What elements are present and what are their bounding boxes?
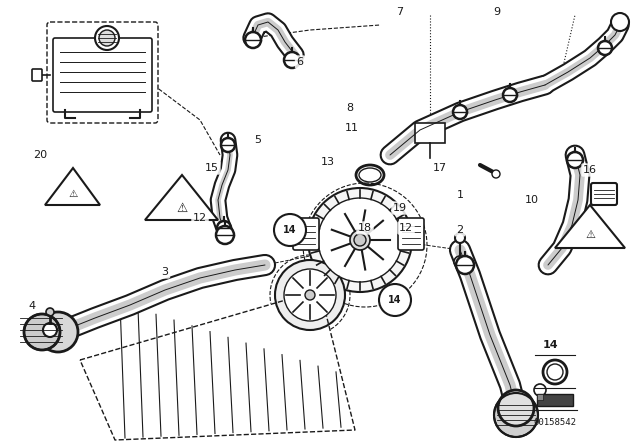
- Circle shape: [453, 105, 467, 119]
- Text: 19: 19: [393, 203, 407, 213]
- Circle shape: [567, 152, 583, 168]
- Circle shape: [245, 32, 261, 48]
- Text: 3: 3: [161, 267, 168, 277]
- Text: 12: 12: [193, 213, 207, 223]
- FancyBboxPatch shape: [591, 183, 617, 205]
- Text: 13: 13: [321, 157, 335, 167]
- FancyBboxPatch shape: [53, 38, 152, 112]
- Circle shape: [456, 256, 474, 274]
- Text: 5: 5: [255, 135, 262, 145]
- Text: 14: 14: [542, 340, 558, 350]
- Circle shape: [24, 314, 60, 350]
- Text: 6: 6: [296, 57, 303, 67]
- Polygon shape: [537, 394, 543, 400]
- Text: 14: 14: [388, 295, 402, 305]
- Circle shape: [611, 13, 629, 31]
- Circle shape: [354, 234, 366, 246]
- FancyBboxPatch shape: [293, 218, 319, 250]
- FancyBboxPatch shape: [32, 69, 42, 81]
- Polygon shape: [555, 205, 625, 248]
- Polygon shape: [537, 394, 573, 406]
- Circle shape: [275, 260, 345, 330]
- Circle shape: [498, 390, 534, 426]
- Circle shape: [221, 138, 235, 152]
- Circle shape: [534, 384, 546, 396]
- Text: ⚠: ⚠: [68, 189, 77, 199]
- Text: 00158542: 00158542: [534, 418, 577, 427]
- Circle shape: [492, 170, 500, 178]
- Text: 16: 16: [583, 165, 597, 175]
- Text: 10: 10: [525, 195, 539, 205]
- Text: 8: 8: [346, 103, 353, 113]
- Polygon shape: [45, 168, 100, 205]
- Text: 12: 12: [399, 223, 413, 233]
- Text: ⚠: ⚠: [177, 202, 188, 215]
- Circle shape: [274, 214, 306, 246]
- Text: 1: 1: [456, 190, 463, 200]
- Text: 9: 9: [493, 7, 500, 17]
- Polygon shape: [145, 175, 218, 220]
- Circle shape: [455, 233, 465, 243]
- Circle shape: [350, 230, 370, 250]
- Circle shape: [494, 393, 538, 437]
- Text: 7: 7: [396, 7, 404, 17]
- Circle shape: [38, 312, 78, 352]
- Circle shape: [95, 26, 119, 50]
- Circle shape: [379, 284, 411, 316]
- Circle shape: [305, 290, 315, 300]
- FancyBboxPatch shape: [47, 22, 158, 123]
- Text: 2: 2: [456, 225, 463, 235]
- Polygon shape: [415, 123, 445, 143]
- Circle shape: [284, 269, 336, 321]
- Circle shape: [598, 41, 612, 55]
- Circle shape: [503, 88, 517, 102]
- Text: 14: 14: [284, 225, 297, 235]
- Circle shape: [308, 188, 412, 292]
- Circle shape: [43, 323, 57, 337]
- Text: 4: 4: [28, 301, 36, 311]
- Circle shape: [46, 308, 54, 316]
- Circle shape: [454, 256, 466, 268]
- FancyBboxPatch shape: [398, 218, 424, 250]
- Text: 18: 18: [358, 223, 372, 233]
- Text: 15: 15: [205, 163, 219, 173]
- Circle shape: [99, 30, 115, 46]
- Circle shape: [318, 198, 402, 282]
- Circle shape: [217, 221, 231, 235]
- Text: 11: 11: [345, 123, 359, 133]
- Text: 20: 20: [33, 150, 47, 160]
- Circle shape: [216, 226, 234, 244]
- Circle shape: [284, 52, 300, 68]
- Polygon shape: [80, 290, 355, 440]
- Text: 17: 17: [433, 163, 447, 173]
- Text: ⚠: ⚠: [585, 230, 595, 240]
